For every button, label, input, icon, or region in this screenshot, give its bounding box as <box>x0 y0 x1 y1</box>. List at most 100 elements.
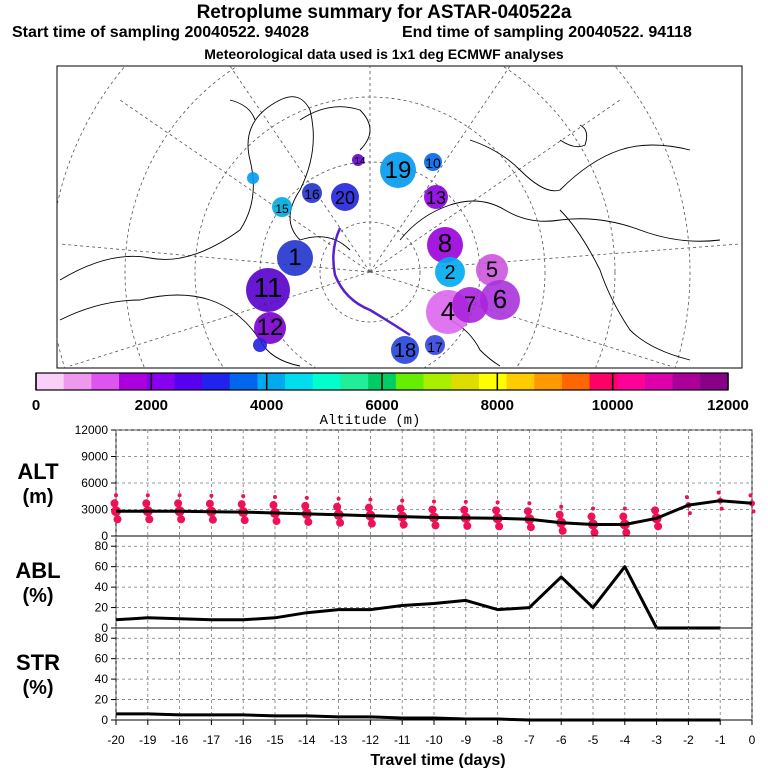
x-tick-label: -10 <box>425 733 443 747</box>
alt-dot <box>269 501 278 510</box>
alt-dot <box>587 512 596 521</box>
plume-marker <box>272 197 292 217</box>
x-tick-label: -5 <box>588 733 599 747</box>
timeseries-panels: 030006000900012000ALT(m)020406080ABL(%)0… <box>15 423 755 747</box>
alt-dot <box>716 490 721 495</box>
alt-dot <box>622 506 627 511</box>
plume-marker <box>424 153 442 171</box>
alt-dot <box>748 493 753 498</box>
plume-marker <box>480 280 520 320</box>
x-tick-label: -13 <box>330 733 348 747</box>
colorbar-tick-label: 6000 <box>365 397 398 414</box>
alt-dot <box>431 521 440 530</box>
alt-dot <box>651 506 660 515</box>
colorbar-swatch <box>672 373 701 390</box>
x-tick-label: -9 <box>460 733 471 747</box>
colorbar-swatch <box>91 373 120 390</box>
plume-label: 10 <box>425 155 441 171</box>
alt-dot <box>523 507 532 516</box>
colorbar-label: Altitude (m) <box>320 413 421 429</box>
altitude-colorbar: 0 2000 4000 6000 8000 10000 12000 <box>32 372 749 414</box>
alt-dot <box>145 493 150 498</box>
colorbar-swatch <box>146 373 175 390</box>
chart-title: Retroplume summary for ASTAR-040522a <box>196 2 572 23</box>
x-tick-label: 0 <box>749 733 756 747</box>
alt-dot <box>241 494 246 499</box>
colorbar-swatch <box>644 373 674 390</box>
colorbar-swatch <box>395 373 425 390</box>
plume-marker <box>476 254 508 286</box>
plume-marker <box>425 335 445 355</box>
x-tick-label: -14 <box>298 733 316 747</box>
plume-marker <box>247 172 259 184</box>
alt-dot <box>237 500 246 509</box>
panel-1: 0 20 40 60 80 ABL(%) <box>15 535 753 635</box>
alt-dot <box>492 506 501 515</box>
alt-dot <box>590 528 599 537</box>
alt-dot <box>368 497 373 502</box>
colorbar-swatch <box>617 373 646 390</box>
alt-dot <box>400 498 405 503</box>
colorbar-swatch <box>340 373 369 390</box>
colorbar-tick-label: 12000 <box>707 397 749 414</box>
alt-dot <box>432 499 436 504</box>
alt-dot <box>399 520 408 529</box>
y-tick-label: 40 <box>95 672 109 686</box>
y-tick-label: 40 <box>95 580 109 594</box>
plume-label: 16 <box>304 186 320 202</box>
plume-marker <box>380 152 416 188</box>
plume-marker <box>424 185 448 209</box>
x-tick-label: -15 <box>266 733 284 747</box>
alt-dot <box>177 493 182 498</box>
series-line <box>116 712 721 722</box>
y-tick-label: 12000 <box>75 423 109 437</box>
alt-dot <box>463 499 468 504</box>
alt-dot <box>555 510 564 519</box>
series-line <box>116 499 753 526</box>
plume-circles <box>246 152 520 364</box>
alt-dot <box>205 499 214 508</box>
colorbar-swatch <box>63 373 92 390</box>
x-tick-label: -19 <box>139 733 157 747</box>
plume-label: 13 <box>426 188 446 208</box>
colorbar-swatch <box>285 373 314 390</box>
y-tick-label: 60 <box>95 652 109 666</box>
x-tick-label: -4 <box>619 733 630 747</box>
colorbar-swatch <box>423 373 452 390</box>
plume-marker <box>435 257 465 287</box>
end-time-label: End time of sampling 20040522. 94118 <box>402 24 692 41</box>
panel-2: 0 20 40 60 80 STR(%) <box>16 627 753 727</box>
colorbar-tick-label: 2000 <box>135 397 168 414</box>
plume-label: 6 <box>493 284 507 314</box>
alt-dot <box>364 503 373 512</box>
plume-label: 14 <box>354 156 366 167</box>
alt-dot <box>751 509 756 514</box>
y-tick-label: 20 <box>95 693 109 707</box>
plume-label: 18 <box>394 340 416 362</box>
alt-dot <box>273 495 277 500</box>
alt-dot <box>495 500 500 505</box>
colorbar-tick-label: 4000 <box>250 397 283 414</box>
x-tick-label: -16 <box>171 733 189 747</box>
alt-dot <box>684 495 689 500</box>
alt-dot <box>428 505 437 514</box>
colorbar-swatch <box>229 373 258 390</box>
colorbar-swatch <box>700 373 729 390</box>
alt-dot <box>526 523 535 532</box>
plume-marker <box>277 240 313 276</box>
alt-dot <box>177 515 186 524</box>
alt-dot <box>527 501 532 506</box>
alt-dot <box>272 517 281 526</box>
colorbar-swatch <box>506 373 535 390</box>
alt-dot <box>174 499 183 508</box>
y-tick-label: 60 <box>95 560 109 574</box>
x-tick-label: -6 <box>556 733 567 747</box>
plume-label: 12 <box>257 314 284 341</box>
colorbar-swatch <box>36 373 65 390</box>
x-axis-label: Travel time (days) <box>370 752 505 768</box>
alt-dot <box>114 493 118 498</box>
alt-dot <box>619 512 628 521</box>
colorbar-swatch <box>561 373 591 390</box>
alt-dot <box>654 522 663 531</box>
